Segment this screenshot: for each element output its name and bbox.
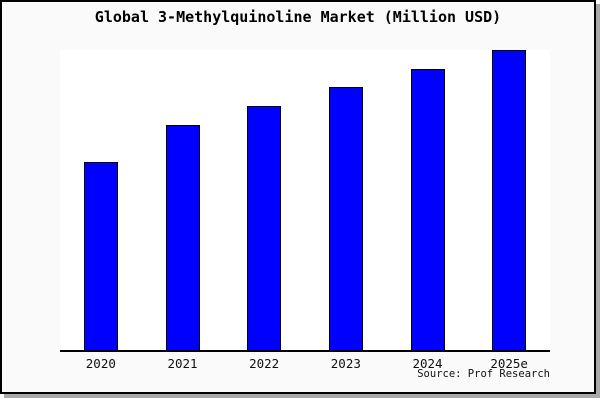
x-tick-label-2024: 2024 (412, 356, 443, 371)
x-axis-labels: 2020 2021 2022 2023 2024 2025e (60, 356, 550, 372)
source-credit: Source: Prof Research (417, 368, 550, 380)
bar-2023 (328, 87, 363, 350)
x-tick-label-2021: 2021 (167, 356, 198, 371)
x-tick-label-2025e: 2025e (490, 356, 528, 371)
plot-area (60, 50, 550, 352)
bar-2025e (492, 50, 527, 350)
x-tick-label-2020: 2020 (85, 356, 116, 371)
bar-2024 (410, 69, 445, 350)
chart-title: Global 3-Methylquinoline Market (Million… (94, 8, 502, 26)
x-tick-label-2023: 2023 (330, 356, 361, 371)
bar-2022 (247, 106, 282, 350)
bar-2020 (83, 162, 118, 350)
bar-2021 (165, 125, 200, 350)
x-tick-label-2022: 2022 (249, 356, 280, 371)
chart-frame: Global 3-Methylquinoline Market (Million… (0, 0, 596, 394)
